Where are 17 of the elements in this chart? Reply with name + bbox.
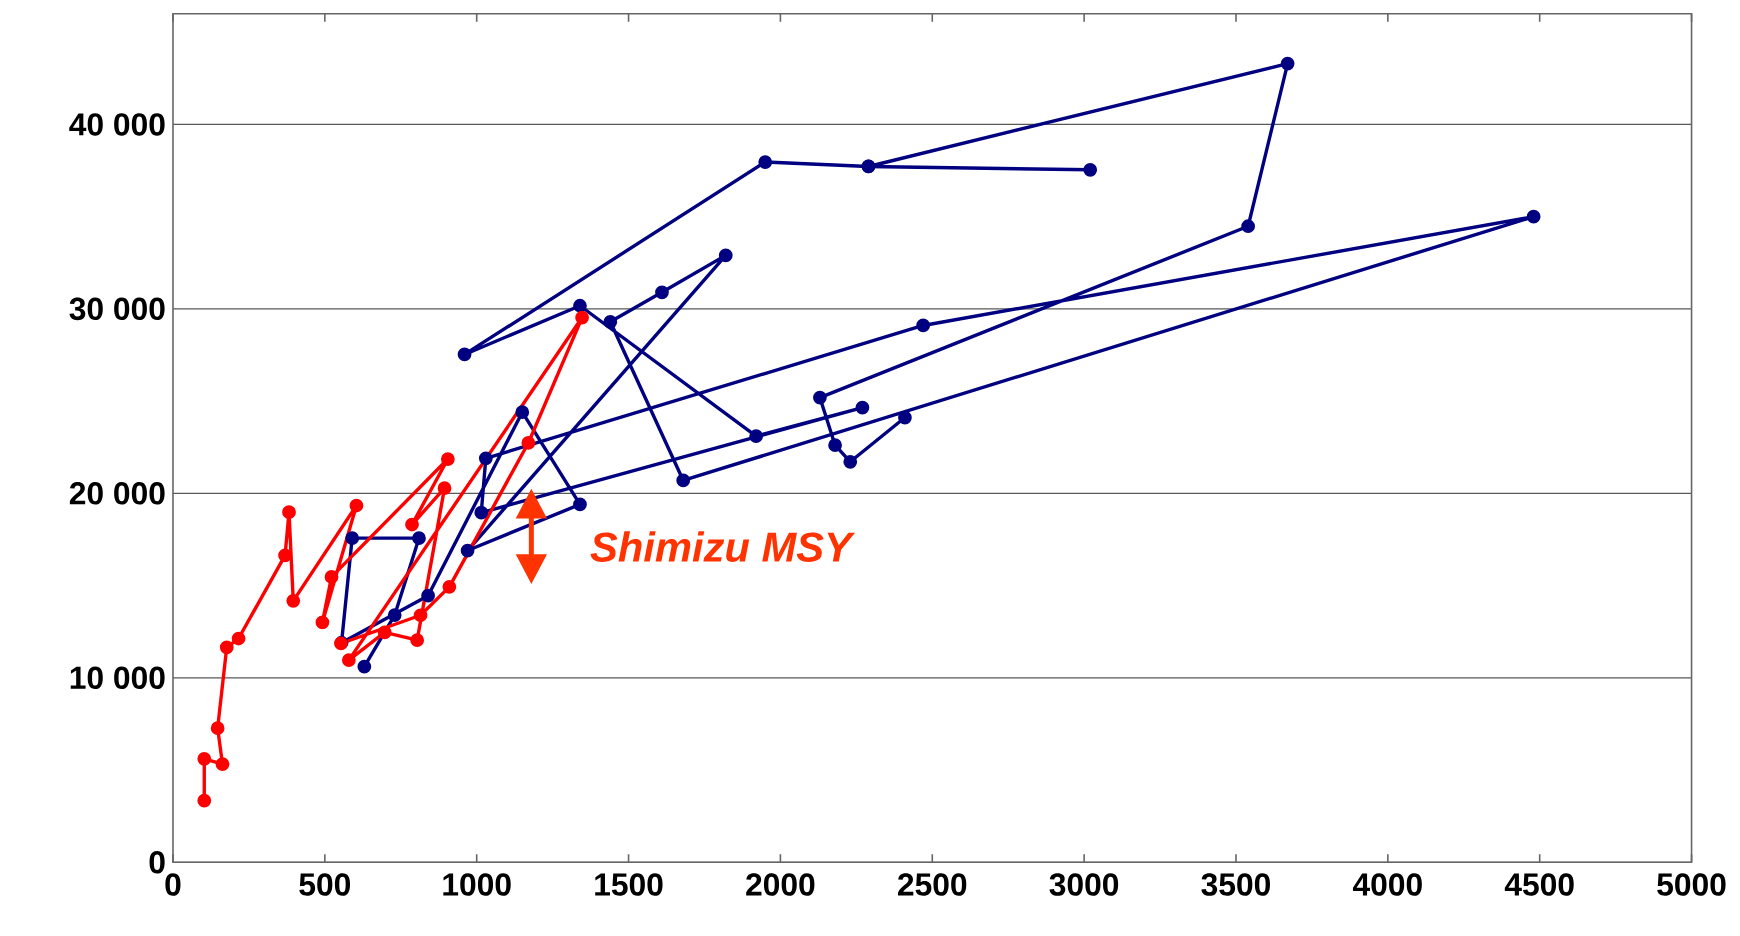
x-tick-label: 2500: [898, 873, 967, 896]
x-tick-label: 4500: [1504, 873, 1574, 896]
x-tick-label: 500: [299, 873, 351, 896]
y-tick-label: 40 000: [69, 113, 165, 136]
x-tick-label: 4000: [1352, 873, 1422, 896]
y-tick-label: 20 000: [69, 482, 165, 505]
annotation: Shimizu MSY: [590, 531, 856, 562]
x-tick-label: 5000: [1657, 873, 1726, 896]
x-tick-label: 2000: [746, 873, 815, 896]
x-tick-label: 1000: [443, 873, 511, 896]
x-tick-label: 1500: [595, 873, 663, 896]
x-tick-label: 0: [165, 873, 181, 896]
y-tick-label: 10 000: [70, 666, 165, 690]
x-tick-label: 3500: [1201, 873, 1270, 896]
y-tick-label: 0: [149, 851, 165, 874]
x-tick-label: 3000: [1049, 873, 1119, 896]
y-tick-label: 30 000: [69, 297, 165, 321]
